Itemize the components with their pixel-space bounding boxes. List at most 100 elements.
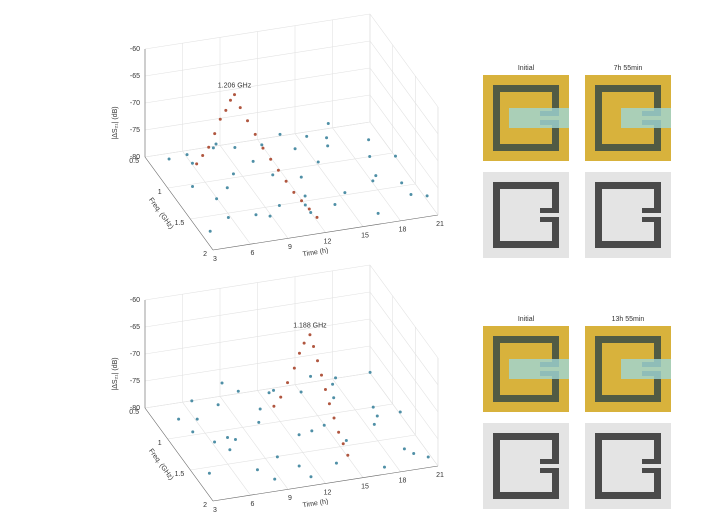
fluid-patch — [509, 108, 569, 128]
data-point — [368, 370, 372, 374]
data-point — [258, 407, 262, 411]
data-point — [246, 119, 250, 123]
fluid-patch — [621, 108, 671, 128]
grid-line — [144, 121, 371, 158]
z-tick-label: -70 — [130, 100, 140, 107]
grid-line — [369, 121, 439, 216]
grid-line — [369, 94, 439, 189]
z-tick-label: -65 — [130, 73, 140, 80]
resonator — [642, 468, 661, 473]
data-point — [218, 117, 222, 121]
grid-line — [294, 133, 364, 227]
data-point — [272, 404, 276, 408]
photo-gray — [585, 423, 671, 509]
plot-3d: 3 6 9 12 15 18 21 0.5 1 1.5 2 -80 -75 -70 -65 -60 Time (… — [112, 13, 671, 263]
data-point — [372, 422, 376, 426]
resonator — [595, 144, 661, 151]
resonator — [595, 433, 661, 440]
resonator — [595, 182, 602, 248]
data-point — [315, 215, 319, 219]
grid-line — [144, 372, 371, 409]
resonator — [493, 336, 559, 343]
resonator — [595, 336, 602, 402]
resonator — [595, 85, 602, 151]
photo-color — [483, 326, 569, 412]
grid-line — [332, 378, 401, 473]
data-point — [297, 351, 301, 355]
resonator — [493, 336, 500, 402]
data-point — [231, 172, 235, 176]
grid-line — [190, 434, 416, 471]
data-point — [251, 159, 255, 163]
data-point — [260, 143, 264, 147]
resonator — [654, 85, 661, 111]
data-point — [207, 471, 211, 475]
data-point — [309, 475, 313, 479]
data-point — [228, 98, 232, 102]
data-point — [337, 430, 341, 434]
data-point — [297, 433, 301, 437]
data-point — [208, 229, 212, 233]
grid-line — [369, 372, 439, 467]
x-tick-label: 6 — [251, 250, 255, 257]
photo-label: Initial — [518, 316, 535, 323]
x-tick-label: 12 — [324, 238, 332, 245]
data-point — [279, 395, 283, 399]
data-point — [312, 344, 316, 348]
resonator — [642, 459, 661, 464]
data-point — [213, 132, 217, 136]
photo-label: 13h 55min — [612, 316, 645, 323]
resonator — [654, 336, 661, 362]
data-point — [233, 438, 237, 442]
data-point — [292, 366, 296, 370]
fluid-patch — [509, 359, 569, 379]
data-point — [346, 453, 350, 457]
z-tick-label: -65 — [130, 324, 140, 331]
z-tick-label: -70 — [130, 351, 140, 358]
x-tick-label: 21 — [436, 221, 444, 228]
resonator — [654, 376, 661, 402]
resonator — [642, 217, 661, 222]
data-point — [191, 430, 195, 434]
resonator — [595, 241, 661, 248]
data-point — [341, 442, 345, 446]
data-point — [292, 190, 296, 194]
z-tick-label: -75 — [130, 127, 140, 134]
data-point — [211, 146, 215, 150]
axis-edge — [144, 407, 214, 502]
data-point — [272, 388, 276, 392]
data-point — [307, 207, 311, 211]
grid-line — [369, 67, 439, 162]
data-point — [374, 174, 378, 178]
data-point — [269, 157, 273, 161]
grid-line — [219, 396, 289, 490]
data-point — [371, 405, 375, 409]
y-tick-label: 0.5 — [129, 409, 139, 416]
grid-line — [144, 40, 371, 77]
grid-line — [144, 345, 371, 382]
data-point — [309, 374, 313, 378]
data-point — [195, 162, 199, 166]
data-point — [236, 389, 240, 393]
data-point — [344, 439, 348, 443]
data-point — [254, 213, 258, 217]
z-tick-label: -60 — [130, 46, 140, 53]
grid-line — [369, 318, 439, 413]
data-point — [323, 387, 327, 391]
resonator — [654, 473, 661, 499]
data-point — [273, 477, 277, 481]
x-axis-label: Time (h) — [302, 498, 329, 509]
x-tick-label: 15 — [361, 484, 369, 491]
data-point — [255, 468, 259, 472]
data-point — [368, 154, 372, 158]
x-tick-label: 3 — [213, 256, 217, 263]
data-point — [331, 382, 335, 386]
resonator — [654, 182, 661, 208]
y-axis-label: Freq. (GHz) — [147, 197, 174, 231]
grid-line — [219, 145, 289, 239]
data-point — [375, 414, 379, 418]
data-point — [278, 132, 282, 136]
data-point — [257, 420, 261, 424]
grid-line — [369, 40, 439, 135]
data-point — [275, 455, 279, 459]
